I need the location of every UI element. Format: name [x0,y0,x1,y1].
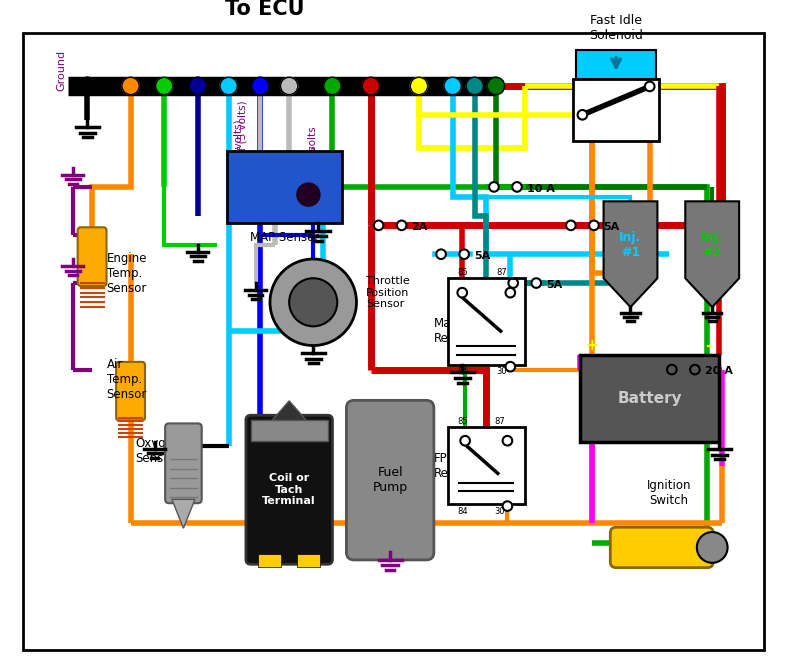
Circle shape [457,288,467,297]
Polygon shape [685,201,739,307]
Circle shape [444,77,461,95]
Circle shape [252,77,269,95]
Text: 85: 85 [457,268,468,278]
Circle shape [531,278,541,288]
Text: 85: 85 [457,417,468,426]
Circle shape [122,77,139,95]
FancyBboxPatch shape [346,400,434,560]
Circle shape [323,77,341,95]
Text: +: + [586,338,598,353]
Circle shape [503,501,512,511]
Circle shape [156,77,173,95]
Circle shape [696,532,728,563]
FancyBboxPatch shape [116,362,145,420]
FancyBboxPatch shape [165,423,201,503]
Text: Throttle
Position
Sensor: Throttle Position Sensor [366,276,410,309]
Bar [227,151,342,223]
Text: -: - [704,338,711,353]
Text: 5A: 5A [546,280,562,290]
Text: 5A: 5A [474,251,490,261]
Circle shape [289,278,338,326]
Text: 20 A: 20 A [704,367,733,376]
Text: Ground: Ground [57,49,66,91]
Circle shape [512,182,522,191]
Polygon shape [256,401,323,440]
Circle shape [505,362,515,372]
Text: Vref (5 volts): Vref (5 volts) [233,119,243,187]
Circle shape [280,77,297,95]
Text: Fast Idle
Solenoid: Fast Idle Solenoid [589,14,643,42]
Text: Inj.
#1: Inj. #1 [619,230,641,259]
Text: 84: 84 [457,367,468,376]
Text: 2A: 2A [412,222,427,232]
Circle shape [270,259,357,345]
Circle shape [460,436,470,445]
Circle shape [362,77,379,95]
Text: 5A: 5A [604,222,620,232]
Circle shape [508,278,518,288]
Circle shape [374,220,383,230]
Text: Engine
Temp.
Sensor: Engine Temp. Sensor [106,252,147,295]
Text: 30: 30 [496,367,507,376]
Text: Air
Temp.
Sensor: Air Temp. Sensor [106,358,147,401]
Text: Coil or
Tach
Terminal: Coil or Tach Terminal [262,473,316,507]
Circle shape [79,77,96,95]
Circle shape [490,182,499,191]
Text: Main
Relay: Main Relay [434,317,466,345]
Circle shape [667,365,677,374]
Circle shape [578,110,587,120]
Text: 30: 30 [494,507,504,516]
Bar [297,553,320,567]
Bar [251,420,327,442]
Circle shape [466,77,483,95]
Text: Ignition
Switch: Ignition Switch [647,479,691,507]
Text: 12 volts: 12 volts [309,145,318,187]
Bar [573,79,660,141]
Bar [575,50,656,79]
Bar [448,427,525,504]
Circle shape [436,249,446,259]
Text: 12 volts: 12 volts [309,126,318,168]
Text: 87: 87 [496,268,507,278]
Circle shape [566,220,575,230]
Circle shape [645,82,655,91]
Text: Battery: Battery [618,391,682,406]
Circle shape [297,183,320,206]
Text: Vref (5 volts): Vref (5 volts) [237,100,247,168]
FancyBboxPatch shape [610,527,713,568]
Bar [448,278,525,365]
Circle shape [487,77,504,95]
Polygon shape [604,201,657,307]
Circle shape [503,436,512,445]
Circle shape [460,249,469,259]
Bar [258,553,282,567]
Text: Fuel
Pump: Fuel Pump [372,466,408,494]
FancyBboxPatch shape [246,415,332,565]
Circle shape [690,365,700,374]
Text: Oxygen
Sensor: Oxygen Sensor [135,438,181,465]
Text: 87: 87 [494,417,504,426]
Circle shape [505,288,515,297]
Circle shape [410,77,427,95]
Text: 84: 84 [457,507,468,516]
Text: FP
Relay: FP Relay [434,452,466,480]
Circle shape [189,77,206,95]
Text: Inj.
#2: Inj. #2 [701,230,723,259]
FancyBboxPatch shape [78,227,106,286]
Text: To ECU: To ECU [225,0,305,18]
Circle shape [397,220,406,230]
Circle shape [589,220,599,230]
Circle shape [220,77,237,95]
Polygon shape [172,499,195,528]
Text: MAP Sensor: MAP Sensor [249,231,319,243]
Bar [580,355,719,442]
Text: 10 A: 10 A [527,184,555,194]
